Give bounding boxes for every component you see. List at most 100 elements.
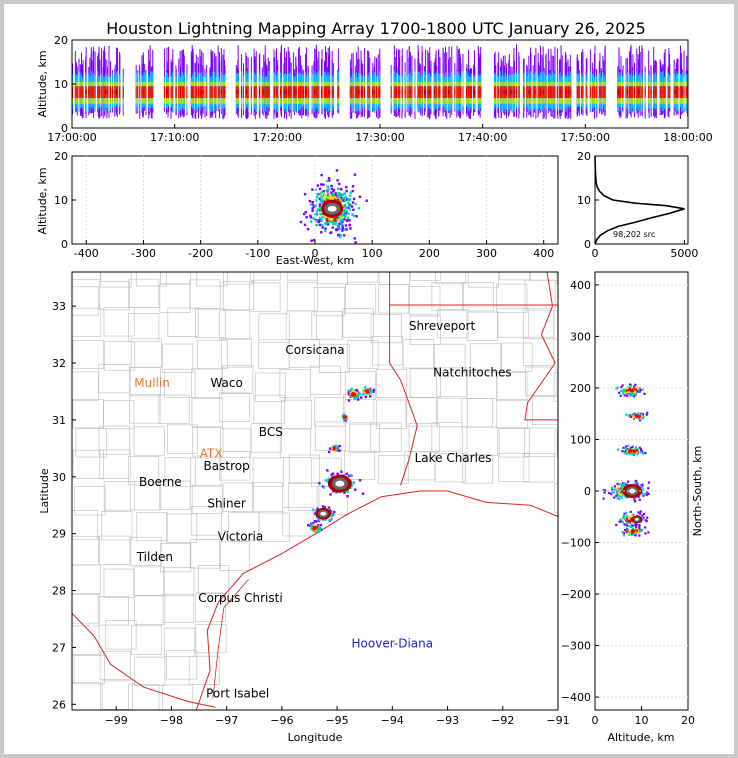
ew-source-point bbox=[317, 220, 320, 224]
ns-source-point bbox=[627, 450, 630, 453]
cell-source-point bbox=[333, 510, 336, 514]
county-boundary bbox=[72, 510, 98, 540]
ew-source-point bbox=[332, 189, 335, 193]
ns-source-point bbox=[623, 482, 626, 485]
ew-source-point bbox=[324, 216, 328, 219]
county-boundary bbox=[195, 308, 226, 338]
time-altitude-panel: 17:00:00 17:10:00 17:20:00 17:30:00 17:40:00… bbox=[36, 34, 713, 144]
county-boundary bbox=[318, 343, 350, 373]
ns-source-point bbox=[630, 415, 633, 419]
ew-source-point bbox=[334, 222, 337, 226]
ns-source-point bbox=[624, 389, 627, 392]
county-boundary bbox=[314, 397, 346, 427]
county-boundary bbox=[198, 565, 230, 595]
time-xtick-label: 17:10:00 bbox=[150, 131, 199, 144]
county-boundary bbox=[99, 449, 131, 479]
ew-source-point bbox=[327, 188, 330, 191]
ew-source-point bbox=[302, 212, 306, 216]
county-boundary bbox=[524, 427, 556, 457]
ns-source-point bbox=[624, 495, 627, 498]
ns-source-point bbox=[619, 488, 623, 491]
county-boundary bbox=[498, 428, 530, 458]
cell-source-point bbox=[370, 390, 373, 393]
ns-source-point bbox=[631, 390, 634, 393]
cell-source-point bbox=[316, 507, 319, 510]
county-boundary bbox=[162, 684, 194, 710]
county-boundary bbox=[223, 272, 255, 285]
cell-source-point bbox=[349, 474, 353, 477]
cell-source-point bbox=[330, 512, 334, 516]
cell-source-point bbox=[332, 447, 336, 450]
county-boundary bbox=[376, 368, 408, 398]
cell-source-point bbox=[327, 506, 331, 509]
ew-ytick-label: 10 bbox=[54, 194, 68, 207]
county-boundary bbox=[288, 454, 320, 484]
map-xtick-label: −92 bbox=[491, 714, 514, 727]
ew-source-point bbox=[309, 203, 313, 206]
cell-source-point bbox=[317, 525, 320, 529]
ew-source-point bbox=[342, 193, 345, 196]
ew-source-point bbox=[345, 228, 348, 231]
ns-source-point bbox=[632, 416, 635, 419]
ns-source-point bbox=[622, 446, 625, 449]
ew-source-point bbox=[339, 233, 343, 237]
county-boundary bbox=[530, 272, 558, 281]
cell-source-point bbox=[342, 417, 345, 421]
cell-source-point bbox=[321, 505, 325, 508]
cell-source-point bbox=[343, 473, 346, 477]
ew-source-point bbox=[351, 213, 354, 216]
cell-source-point bbox=[316, 524, 320, 527]
cell-source-point bbox=[337, 449, 340, 452]
ew-xtick-label: 0 bbox=[312, 247, 319, 260]
county-boundary bbox=[467, 272, 499, 288]
ns-source-point bbox=[622, 388, 625, 392]
ew-source-point bbox=[339, 196, 343, 199]
ew-source-point bbox=[330, 191, 333, 194]
ew-source-point bbox=[336, 179, 339, 182]
ns-source-point bbox=[636, 452, 639, 456]
ew-source-point bbox=[329, 196, 332, 199]
ns-cluster bbox=[602, 479, 651, 503]
county-boundary bbox=[134, 595, 166, 625]
ns-source-point bbox=[608, 491, 611, 494]
ew-source-point bbox=[336, 195, 340, 199]
ew-source-point bbox=[334, 192, 338, 195]
ns-source-point bbox=[616, 493, 619, 496]
map-ytick-label: 29 bbox=[52, 528, 66, 541]
county-boundary bbox=[496, 283, 528, 313]
county-boundary bbox=[499, 272, 531, 281]
cell-source-point bbox=[355, 389, 359, 392]
ns-source-point bbox=[638, 512, 642, 515]
county-boundary bbox=[222, 482, 254, 512]
county-boundary bbox=[167, 307, 199, 337]
ns-source-point bbox=[625, 413, 628, 416]
cell-source-point bbox=[318, 526, 321, 530]
time-ytick-label: 20 bbox=[54, 34, 68, 47]
county-boundary bbox=[72, 536, 99, 566]
county-boundary bbox=[370, 314, 402, 344]
ew-source-point bbox=[343, 218, 346, 221]
gulf-coastline bbox=[195, 490, 558, 710]
county-boundary bbox=[222, 281, 254, 311]
ew-source-point bbox=[333, 217, 336, 220]
ew-source-point bbox=[315, 196, 319, 199]
ew-source-point bbox=[318, 203, 322, 206]
ew-source-point bbox=[326, 199, 329, 202]
ew-source-point bbox=[346, 216, 350, 220]
county-boundary bbox=[72, 272, 101, 280]
cell-source-point bbox=[316, 528, 319, 531]
ew-source-point bbox=[337, 193, 340, 197]
county-boundary bbox=[98, 364, 130, 394]
ew-source-point bbox=[325, 189, 329, 192]
cell-source-point bbox=[346, 490, 349, 493]
cell-source-point bbox=[318, 482, 321, 485]
ew-source-point bbox=[339, 220, 342, 224]
ew-source-point bbox=[313, 212, 317, 216]
ew-source-point bbox=[351, 185, 355, 188]
ew-source-point bbox=[330, 220, 333, 223]
ew-source-point bbox=[329, 231, 332, 235]
ns-source-point bbox=[638, 415, 641, 418]
ew-source-point bbox=[311, 200, 314, 204]
ns-source-point bbox=[634, 388, 638, 391]
ew-xtick-label: 100 bbox=[362, 247, 383, 260]
